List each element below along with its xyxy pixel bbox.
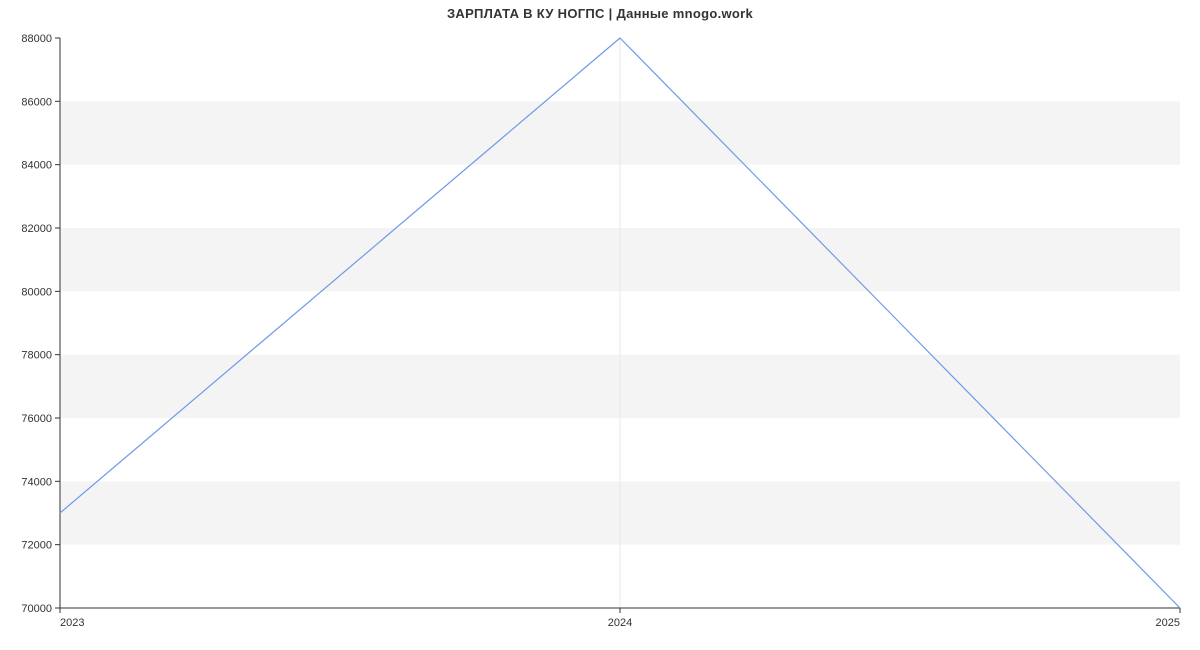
y-tick-label: 86000 — [21, 96, 52, 108]
y-tick-label: 78000 — [21, 350, 52, 362]
chart-title: ЗАРПЛАТА В КУ НОГПС | Данные mnogo.work — [0, 6, 1200, 21]
salary-line-chart: ЗАРПЛАТА В КУ НОГПС | Данные mnogo.work … — [0, 0, 1200, 650]
y-tick-label: 80000 — [21, 286, 52, 298]
x-tick-label: 2024 — [608, 617, 632, 629]
y-tick-label: 88000 — [21, 33, 52, 45]
y-tick-label: 84000 — [21, 160, 52, 172]
y-tick-label: 82000 — [21, 223, 52, 235]
x-tick-label: 2023 — [60, 617, 84, 629]
y-tick-label: 72000 — [21, 540, 52, 552]
y-tick-label: 76000 — [21, 413, 52, 425]
chart-svg: 70000 72000 74000 76000 78000 80000 82000 84000… — [0, 0, 1200, 650]
x-tick-label: 2025 — [1156, 617, 1180, 629]
y-tick-label: 74000 — [21, 476, 52, 488]
y-tick-label: 70000 — [21, 603, 52, 615]
